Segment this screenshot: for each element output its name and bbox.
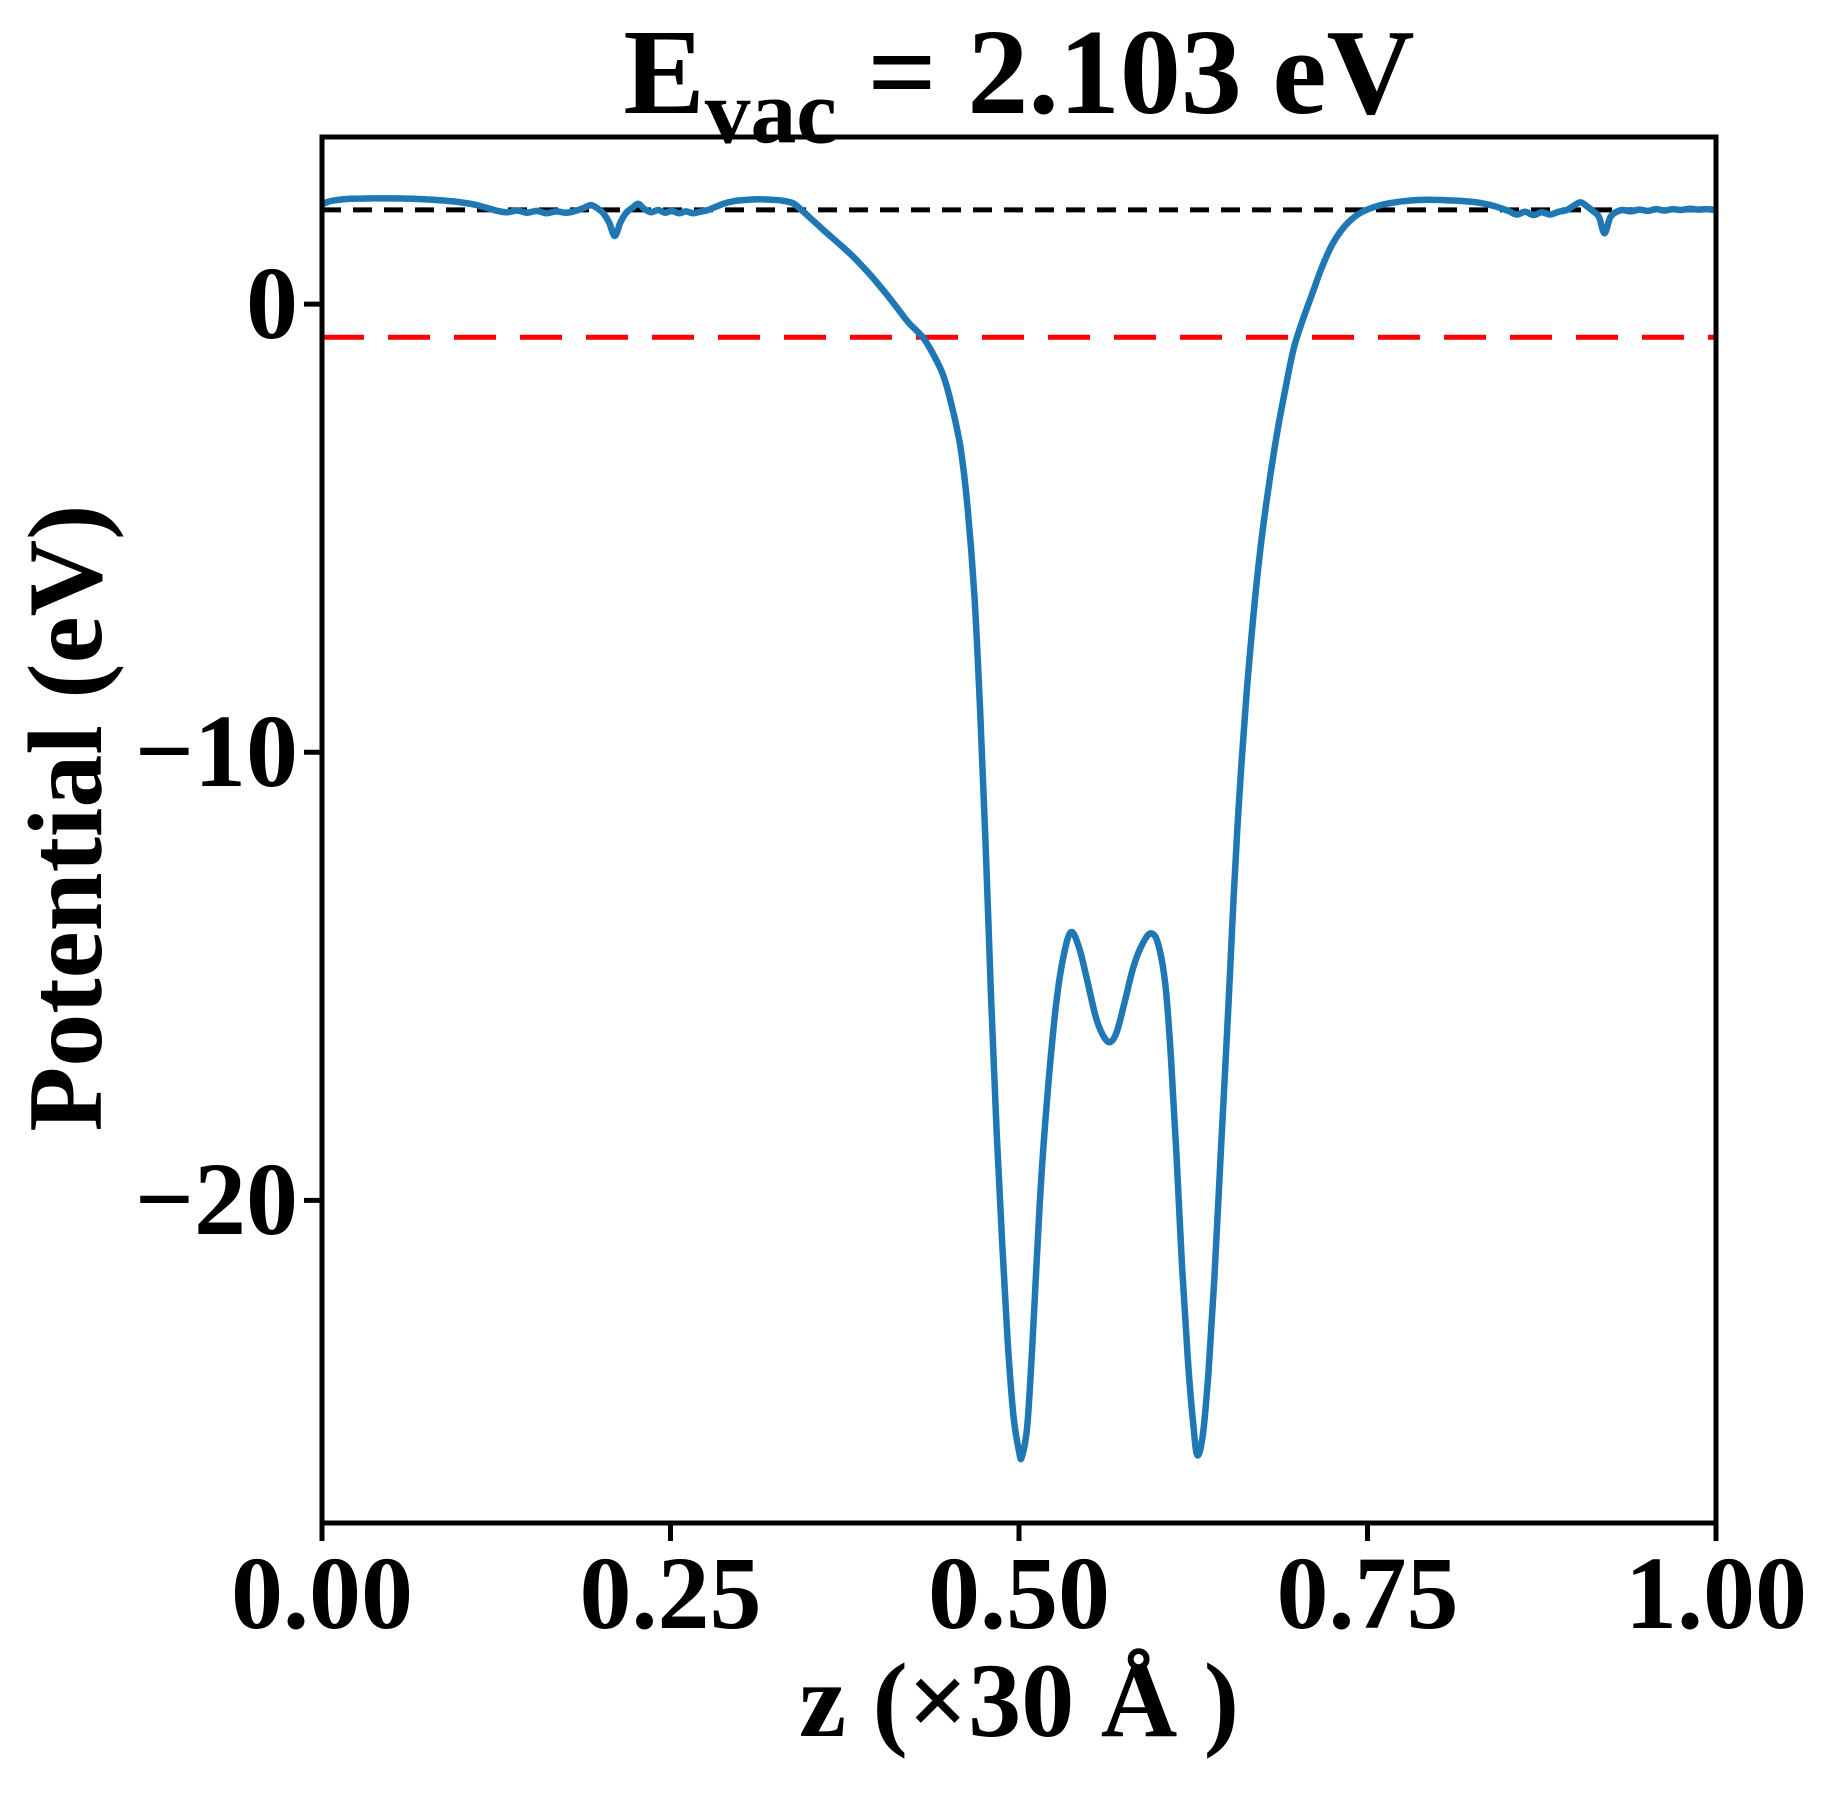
plot-title: Evac = 2.103 eV	[623, 12, 1414, 158]
y-tick-label-m20: −20	[134, 1142, 298, 1258]
axes-border	[319, 134, 1719, 1526]
title-symbol: E	[623, 5, 705, 140]
y-axis-label: Potential (eV)	[7, 504, 124, 1132]
title-value: = 2.103 eV	[836, 5, 1415, 140]
x-tick-label-075: 0.75	[1276, 1536, 1459, 1651]
x-axis-label: z (×30 Å )	[798, 1642, 1240, 1759]
title-subscript: vac	[704, 60, 837, 163]
x-tick-label-025: 0.25	[579, 1536, 762, 1651]
x-tick-label-100: 1.00	[1625, 1536, 1807, 1651]
y-tick-label-m10: −10	[134, 694, 298, 810]
planar-averaged-potential-curve	[322, 195, 1716, 1463]
x-tick-label-050: 0.50	[928, 1536, 1110, 1651]
y-tick-label-0: 0	[246, 246, 298, 362]
x-tick-label-000: 0.00	[231, 1536, 413, 1651]
